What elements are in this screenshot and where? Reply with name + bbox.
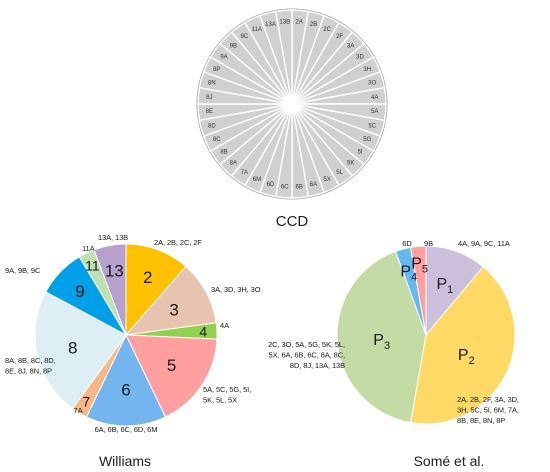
some-annotation-p2: 8B, 8E, 8N, 8P [457,416,505,425]
some-annotation-p2: 2A, 2B, 2F, 3A, 3D, [457,395,519,404]
ccd-slice-label-13a: 13A [265,22,276,28]
williams-slice-label-2: 2 [143,268,152,287]
ccd-slice-13b [274,9,293,105]
williams-slice-label-13: 13 [105,262,124,281]
williams-slice-5 [125,334,218,418]
ccd-slice-label-9a: 9A [220,54,227,60]
ccd-slice-label-6a: 6A [310,182,317,188]
williams-annotation-5: 5K, 5L, 5X [203,396,237,405]
ccd-slice-label-2c: 2C [323,27,331,33]
ccd-slice-label-8b: 8B [220,150,227,156]
ccd-slice-label-9b: 9B [230,43,237,49]
ccd-slice-label-8d: 8D [208,123,216,129]
ccd-slice-label-4a: 4A [371,95,378,101]
some-annotation-p3: 2C, 3O, 5A, 5G, 5K, 5L, [268,340,345,349]
williams-slice-label-5: 5 [167,356,176,375]
williams-pie-chart: 23 4 5 6 7 8 911 13 2A, 2B, 2C, 2F 3A, 3D, 3H, 3O… [5,233,261,434]
williams-chart-title: Williams [99,453,151,469]
some-slice-p3 [336,250,427,424]
ccd-slice-label-7a: 7A [241,170,248,176]
ccd-slice-label-9c: 9C [241,34,249,40]
williams-annotation-9: 9A, 9B, 9C [5,266,41,275]
ccd-slice-label-11a: 11A [252,27,262,33]
ccd-slice-label-8j: 8J [206,95,212,101]
williams-slice-6 [85,333,167,427]
ccd-slice-label-5i: 5I [357,150,362,156]
williams-annotation-5: 5A, 5C, 5G, 5I, [203,385,251,394]
williams-annotation-13: 13A, 13B [98,233,128,242]
ccd-slice-label-8p: 8P [213,67,220,73]
williams-annotation-8: 8E, 8J, 8N, 8P [5,367,52,376]
ccd-slice-label-2a: 2A [296,19,303,25]
ccd-slice-label-8n: 8N [208,81,216,87]
some-slice-p5 [409,245,427,336]
ccd-slice-label-3h: 3H [363,67,371,73]
williams-slice-8 [34,291,127,410]
some-annotation-p3: 5X, 6A, 6B, 6C, 8A, 8C, [269,351,346,360]
ccd-slice-label-5g: 5G [363,137,371,143]
ccd-slice-label-6m: 6M [253,177,261,183]
williams-annotation-4: 4A [220,321,229,330]
ccd-slice-label-13b: 13B [279,19,290,25]
ccd-slice-label-6c: 6C [281,185,289,191]
some-annotation-p4: 6D [402,239,412,248]
ccd-slice-label-6b: 6B [296,185,303,191]
williams-slice-label-9: 9 [75,282,84,301]
williams-slice-2 [125,243,187,337]
williams-slice-label-6: 6 [121,381,130,400]
ccd-slice-label-3a: 3A [347,43,354,49]
ccd-slice-label-5l: 5L [336,170,343,176]
some-annotation-p2: 3H, 5C, 5I, 6M, 7A, [457,406,519,415]
ccd-slice-label-5c: 5C [368,123,376,129]
ccd-slice-label-3d: 3D [356,54,364,60]
williams-annotation-3: 3A, 3D, 3H, 3O [211,285,261,294]
williams-slice-label-7: 7 [82,393,90,409]
ccd-slice-label-3o: 3O [368,81,376,87]
ccd-slice-label-5k: 5K [347,161,354,167]
ccd-slice-label-6d: 6D [267,182,275,188]
ccd-slice-label-8e: 8E [206,109,213,115]
williams-slice-3 [124,265,217,336]
ccd-slice-label-2b: 2B [310,22,317,28]
some-chart-title: Somé et al. [414,453,485,469]
ccd-slice-label-8a: 8A [230,161,237,167]
ccd-chart-title: CCD [276,213,309,230]
ccd-slice-label-2f: 2F [336,34,343,40]
williams-annotation-6: 6A, 6B, 6C, 6D, 6M [95,425,158,434]
williams-annotation-11: 11A [82,244,95,253]
williams-slice-label-8: 8 [68,338,77,357]
some-annotation-p3: 8D, 8J, 13A, 13B [290,361,345,370]
williams-annotation-2: 2A, 2B, 2C, 2F [154,238,202,247]
ccd-slice-label-5x: 5X [323,177,330,183]
ccd-slice-label-5a: 5A [371,109,378,115]
some-annotation-p5: 9B [424,239,433,248]
some-slice-p2 [409,266,516,425]
williams-slice-label-11: 11 [85,257,100,273]
williams-slice-13 [93,243,127,336]
williams-annotation-8: 8A, 8B, 8C, 8D, [5,356,56,365]
some-annotation-p1: 4A, 9A, 9C, 11A [458,239,510,248]
williams-slice-label-4: 4 [199,324,207,340]
williams-annotation-7: 7A [74,406,83,415]
ccd-slice-label-8c: 8C [213,137,221,143]
williams-slice-label-3: 3 [169,300,178,319]
